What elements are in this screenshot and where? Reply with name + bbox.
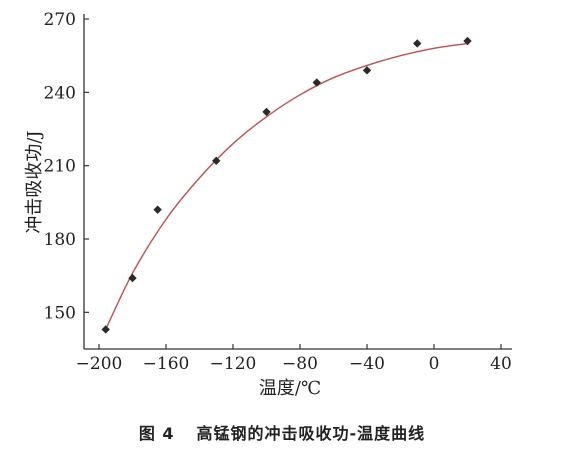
data-point-marker [101,325,110,334]
fit-curve-layer [105,42,468,330]
x-tick-label: 40 [490,354,512,374]
x-tick-label: −200 [76,354,123,374]
x-axis-label: 温度/℃ [259,378,321,399]
fit-curve [105,42,468,330]
y-tick-label: 210 [44,157,76,177]
x-tick-label: −120 [210,354,257,374]
x-tick-label: 0 [429,354,440,374]
data-point-marker [153,205,162,214]
data-point-marker [362,66,372,75]
y-tick-label: 270 [44,10,76,30]
x-tick-label: −160 [143,354,190,374]
y-tick-label: 150 [44,303,76,323]
figure-number: 图 4 [138,424,175,443]
data-point-marker [128,273,137,283]
data-point-marker [413,39,422,48]
y-axis-label: 冲击吸收功/J [24,130,45,233]
ticks: −200 −160 −120 −80 −40 0 40 150 180 210 240 270 [44,10,512,374]
impact-energy-chart: −200 −160 −120 −80 −40 0 40 150 180 210 240 270 温度/… [24,10,512,399]
data-point-marker [463,36,472,46]
figure-caption: 图 4 高锰钢的冲击吸收功-温度曲线 [0,420,564,444]
y-tick-label: 240 [44,83,76,103]
data-point-marker [262,107,271,117]
y-tick-label: 180 [44,230,76,250]
axes [83,14,512,350]
x-tick-label: −40 [349,354,385,374]
caption-text: 高锰钢的冲击吸收功-温度曲线 [196,424,426,443]
data-point-marker [212,156,221,165]
x-tick-label: −80 [282,354,318,374]
data-point-marker [312,78,321,87]
data-points [101,36,472,334]
